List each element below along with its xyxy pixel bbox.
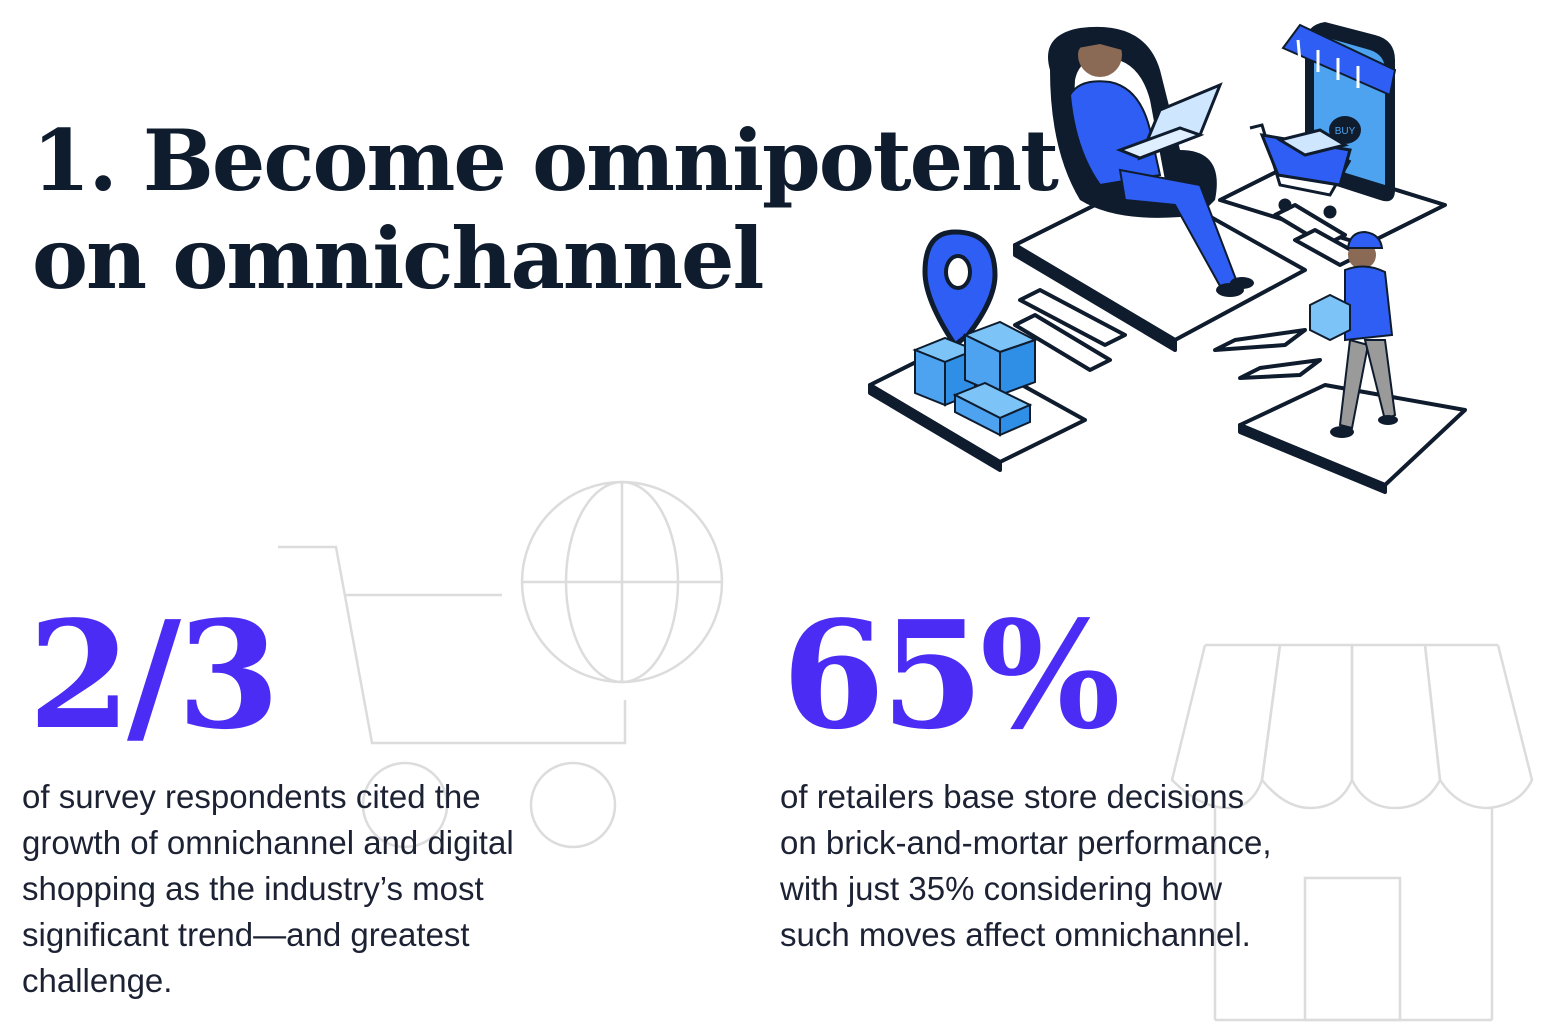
- stat-value: 2/3: [28, 588, 280, 762]
- background-illustration: [278, 480, 1534, 1022]
- page-title: 1. Become omnipotent on omnichannel: [32, 111, 1059, 308]
- location-pin-icon: [922, 229, 998, 349]
- globe-outline-icon: [520, 480, 724, 684]
- package-boxes-icon: [912, 320, 1038, 437]
- stat-description-line: of survey respondents cited the: [22, 778, 481, 815]
- stat-description-line: significant trend—and greatest: [22, 916, 470, 953]
- stat-description-line: growth of omnichannel and digital: [22, 824, 514, 861]
- stat-description: of retailers base store decisions on bri…: [780, 774, 1272, 958]
- stat-description-line: with just 35% considering how: [780, 870, 1223, 907]
- title-line-2: on omnichannel: [32, 209, 764, 308]
- title-line-1: 1. Become omnipotent: [32, 111, 1059, 210]
- stat-value: 65%: [782, 588, 1121, 762]
- omnichannel-illustration: BUY: [868, 22, 1467, 494]
- stat-description-line: shopping as the industry’s most: [22, 870, 484, 907]
- stat-description-line: on brick-and-mortar performance,: [780, 824, 1272, 861]
- delivery-person-icon: [1309, 230, 1398, 438]
- phone-store-icon: BUY: [1281, 22, 1397, 202]
- laptop-icon: [1115, 82, 1223, 161]
- shopping-cart-icon: [1249, 123, 1352, 219]
- cart-outline-icon: [278, 545, 627, 849]
- stat-description-line: challenge.: [22, 962, 173, 999]
- headset-person-icon: [1048, 26, 1254, 297]
- stat-description-line: of retailers base store decisions: [780, 778, 1245, 815]
- storefront-outline-icon: [1170, 643, 1534, 1022]
- stat-description-line: such moves affect omnichannel.: [780, 916, 1251, 953]
- phone-badge: BUY: [1335, 126, 1356, 137]
- stat-description: of survey respondents cited the growth o…: [22, 774, 514, 1004]
